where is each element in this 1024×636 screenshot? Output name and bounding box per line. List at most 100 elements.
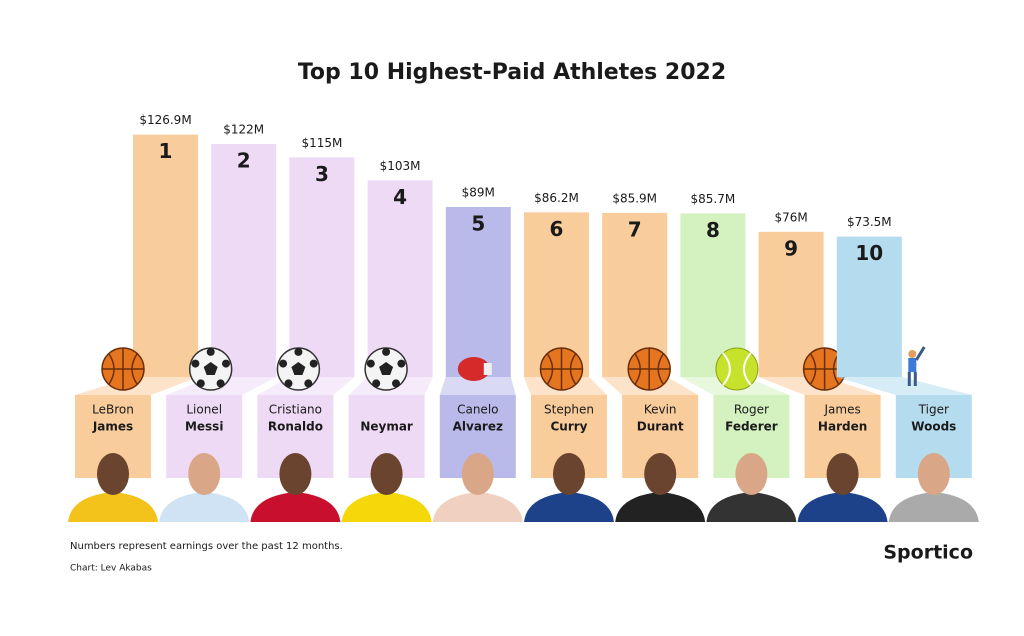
last-name: James xyxy=(92,420,133,434)
bar xyxy=(289,157,355,377)
rank: 2 xyxy=(237,148,251,172)
icon xyxy=(803,348,846,390)
icon xyxy=(907,346,926,386)
icon xyxy=(908,358,917,372)
last-name: Ronaldo xyxy=(268,420,323,434)
value-label: $126.9M xyxy=(139,113,191,127)
first-name: Roger xyxy=(734,403,769,417)
icon xyxy=(366,359,375,368)
bar-connector xyxy=(836,377,972,395)
portrait-body xyxy=(797,492,888,522)
rank: 7 xyxy=(628,217,642,241)
portrait-head xyxy=(553,453,585,495)
rank: 10 xyxy=(855,241,883,265)
icon xyxy=(392,379,400,388)
portrait-body xyxy=(250,492,341,522)
value-label: $76M xyxy=(774,210,807,224)
icon xyxy=(291,362,306,375)
portrait-head xyxy=(644,453,677,495)
icon xyxy=(715,347,759,391)
last-name: Messi xyxy=(185,420,223,434)
first-name: Canelo xyxy=(457,403,498,417)
last-name: Durant xyxy=(637,420,684,434)
bar xyxy=(367,180,433,377)
chart-title: Top 10 Highest-Paid Athletes 2022 xyxy=(298,60,726,85)
portrait-body xyxy=(68,492,158,522)
portrait-body xyxy=(888,492,979,522)
portrait-head xyxy=(461,453,494,495)
rank: 4 xyxy=(393,185,407,209)
icon xyxy=(457,357,490,381)
icon xyxy=(222,359,230,368)
icon xyxy=(628,348,671,390)
rank: 6 xyxy=(550,217,564,241)
last-name: Federer xyxy=(725,420,778,434)
icon xyxy=(540,348,583,390)
value-label: $122M xyxy=(223,122,264,136)
icon xyxy=(102,348,144,390)
first-name: James xyxy=(823,403,860,417)
portrait-head xyxy=(279,453,312,495)
bar xyxy=(211,143,277,377)
value-label: $86.2M xyxy=(534,191,579,205)
first-name: LeBron xyxy=(92,403,134,417)
portrait-body xyxy=(706,492,797,522)
rank: 3 xyxy=(315,162,329,186)
credit: Chart: Lev Akabas xyxy=(70,564,152,574)
icon xyxy=(191,359,200,368)
portrait-head xyxy=(826,453,859,495)
bar xyxy=(445,207,511,377)
bar xyxy=(836,236,902,377)
icon xyxy=(216,379,225,388)
portrait-head xyxy=(370,453,403,495)
last-name: Neymar xyxy=(360,420,413,434)
portrait-head xyxy=(97,453,129,495)
first-name: Lionel xyxy=(186,403,222,417)
portrait-head xyxy=(188,453,221,495)
icon xyxy=(203,362,218,375)
rank: 1 xyxy=(159,139,173,163)
first-name: Tiger xyxy=(918,403,949,417)
portrait-body xyxy=(615,492,706,522)
icon xyxy=(284,379,293,388)
note: Numbers represent earnings over the past… xyxy=(70,541,343,552)
icon xyxy=(309,359,318,368)
portrait-body xyxy=(524,492,614,522)
bar xyxy=(133,134,198,377)
portrait-head xyxy=(917,453,950,495)
last-name: Harden xyxy=(818,420,867,434)
value-label: $103M xyxy=(380,159,421,173)
portrait-body xyxy=(432,492,523,522)
first-name: Cristiano xyxy=(269,403,322,417)
portrait-body xyxy=(341,492,432,522)
icon xyxy=(279,359,288,368)
brand: Sportico xyxy=(883,542,973,564)
value-label: $85.9M xyxy=(612,191,657,205)
value-label: $115M xyxy=(301,136,342,150)
bar-connector xyxy=(439,377,516,395)
last-name: Alvarez xyxy=(453,420,503,434)
last-name: Curry xyxy=(550,420,587,434)
rank: 5 xyxy=(471,212,485,236)
portrait-head xyxy=(735,453,768,495)
icon xyxy=(294,347,303,356)
icon xyxy=(483,363,492,375)
icon xyxy=(206,347,215,356)
icon xyxy=(397,359,406,368)
first-name: Stephen xyxy=(544,403,594,417)
icon xyxy=(372,379,381,388)
last-name: Woods xyxy=(911,420,956,434)
icon xyxy=(382,347,391,356)
value-label: $73.5M xyxy=(847,215,892,229)
rank: 8 xyxy=(706,218,720,242)
icon xyxy=(722,352,752,386)
icon xyxy=(379,362,394,375)
portrait-body xyxy=(159,492,250,522)
icon xyxy=(196,379,205,388)
rank: 9 xyxy=(784,236,798,260)
first-name: Kevin xyxy=(644,403,677,417)
value-label: $89M xyxy=(462,186,495,200)
icon xyxy=(304,379,313,388)
icon xyxy=(908,350,917,358)
